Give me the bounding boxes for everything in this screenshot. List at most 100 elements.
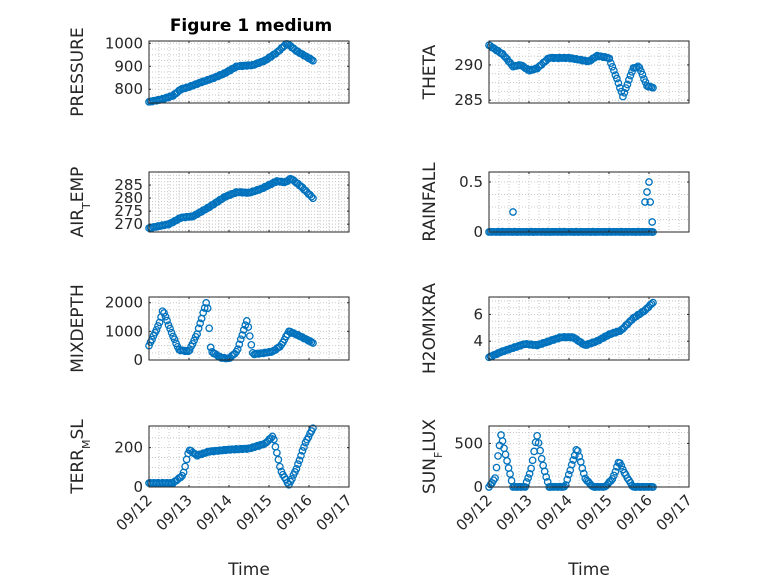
x-axis-label: Time (227, 560, 270, 580)
y-axis-label: MIXDEPTH (68, 284, 88, 373)
data-point (617, 461, 626, 470)
y-axis-label-main: RAINFALL (420, 162, 440, 242)
data-point (298, 447, 307, 455)
data-point (276, 462, 284, 471)
data-point (620, 88, 629, 97)
grid (489, 172, 689, 232)
y-tick-label: 285 (454, 91, 483, 109)
data-point (206, 343, 215, 352)
data-point (626, 71, 635, 80)
axes-left-3: 0 1000 2000 MIXDEPTH (68, 284, 350, 373)
data-point (648, 218, 657, 226)
data-point (309, 56, 317, 65)
y-tick-label: 800 (114, 80, 143, 98)
y-axis-label-main: THETA (420, 44, 440, 100)
x-tick-label: 09/13 (153, 491, 196, 534)
data-point (233, 345, 242, 354)
data-point (536, 446, 545, 455)
x-tick-label: 09/14 (193, 491, 236, 534)
y-axis-label: SUNFLUX (420, 419, 445, 494)
data-point (563, 475, 572, 484)
data-point (608, 62, 617, 71)
data-point (619, 92, 627, 101)
data-point (647, 300, 656, 308)
data-point (247, 340, 256, 349)
data-point (185, 346, 194, 355)
x-tick-label: 09/12 (453, 491, 496, 534)
figure-title: Figure 1 medium (170, 16, 332, 36)
y-tick-label: 290 (454, 56, 483, 74)
data-point (605, 54, 614, 63)
data-point (561, 481, 570, 489)
axes-left-4: 0 200 TERRMSL 09/1209/1309/1409/1509/1609/1… (68, 419, 356, 580)
axes-box (148, 40, 350, 104)
data-point (244, 323, 253, 331)
data-point (491, 474, 499, 482)
y-tick-label: 200 (114, 439, 143, 457)
data-point (200, 304, 209, 312)
data-point (166, 324, 174, 333)
x-tick-label: 09/16 (273, 491, 316, 534)
y-tick-label: 285 (114, 176, 143, 194)
data-point (181, 462, 189, 471)
y-tick-label: 270 (114, 215, 143, 233)
y-tick-label: 0 (133, 351, 143, 369)
y-axis-label-main: MIXDEPTH (68, 284, 88, 373)
y-tick-label: 4 (473, 332, 483, 350)
data-point (295, 456, 304, 465)
y-tick-label: 1000 (105, 34, 143, 52)
x-tick-label: 09/13 (493, 491, 536, 534)
y-tick-label: 1000 (105, 322, 143, 340)
axes-box (488, 425, 690, 488)
data-point (525, 469, 534, 478)
data-point (534, 439, 543, 447)
data-point (273, 448, 281, 457)
data-point (292, 464, 301, 473)
y-axis-label-main: H2OMIXRA (420, 283, 440, 374)
y-axis-label-main: SUN (420, 458, 440, 494)
y-axis-label: THETA (420, 44, 440, 100)
y-tick-label: 2000 (105, 294, 143, 312)
axes-box (488, 296, 690, 361)
axes-left-1: 800 900 1000 PRESSURE (68, 27, 350, 117)
data-point (202, 299, 211, 307)
x-axis-label: Time (567, 560, 610, 580)
data-point (245, 332, 254, 340)
series-points (145, 40, 317, 106)
data-point (641, 198, 649, 206)
data-point (309, 194, 317, 203)
data-point (304, 433, 313, 442)
axes-right-1: 285 290 THETA (420, 40, 690, 109)
data-point (572, 445, 581, 454)
y-axis-label-sub: T (80, 202, 93, 210)
data-point (236, 335, 245, 344)
data-point (542, 473, 551, 481)
data-point (152, 326, 161, 334)
data-point (649, 83, 657, 92)
y-axis-label: H2OMIXRA (420, 283, 440, 374)
y-tick-label: 0 (133, 478, 143, 496)
series-points (145, 299, 317, 363)
data-point (288, 475, 296, 483)
y-tick-label: 6 (473, 305, 483, 323)
data-point (528, 456, 537, 465)
data-point (307, 55, 316, 64)
data-point (170, 335, 179, 344)
series-points (145, 174, 317, 232)
series-points (145, 424, 317, 489)
y-axis-label: AIRTEMP (68, 167, 93, 238)
data-point (196, 319, 205, 328)
data-point (274, 455, 283, 464)
data-point (155, 318, 164, 327)
data-point (527, 464, 535, 473)
data-point (649, 298, 657, 307)
data-point (300, 443, 308, 451)
data-point (503, 457, 511, 465)
data-point (167, 328, 176, 337)
data-point (524, 474, 532, 482)
axes-box (148, 425, 350, 488)
axes-right-3: 4 6 H2OMIXRA (420, 283, 690, 374)
data-point (522, 478, 531, 486)
data-point (643, 188, 651, 196)
data-point (564, 470, 573, 479)
